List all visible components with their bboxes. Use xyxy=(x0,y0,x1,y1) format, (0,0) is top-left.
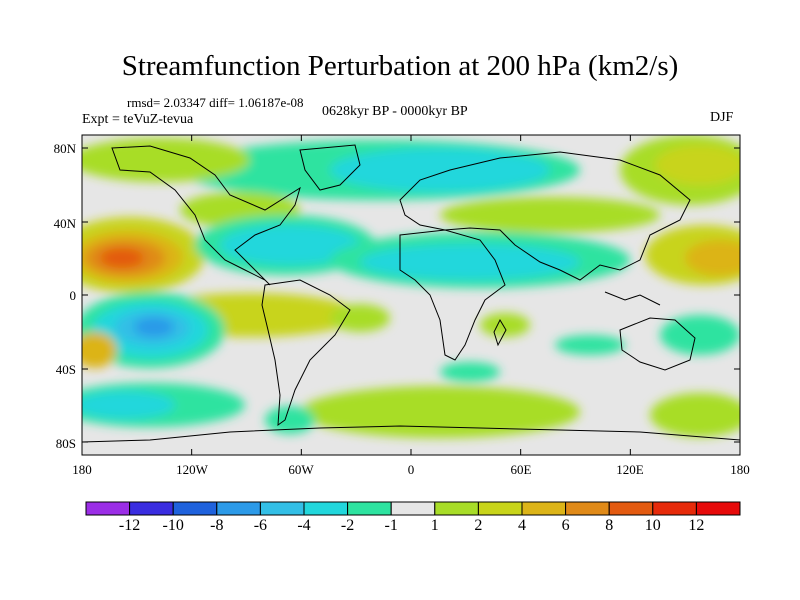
lon-label-0: 0 xyxy=(407,462,415,477)
colorbar-swatch xyxy=(695,501,741,516)
lon-label-60e: 60E xyxy=(510,462,532,477)
colorbar-label: -4 xyxy=(297,517,311,534)
axis-ticks xyxy=(81,135,741,455)
experiment-label: Expt = teVuZ-tevua xyxy=(82,112,194,127)
coastlines xyxy=(82,144,740,443)
colorbar-swatch xyxy=(565,501,610,516)
colorbar-swatch xyxy=(390,501,436,516)
colorbar-swatch xyxy=(652,501,697,516)
colorbar-label: 6 xyxy=(561,517,570,534)
colorbar-swatch xyxy=(477,501,523,516)
colorbar-swatch xyxy=(172,501,218,516)
colorbar xyxy=(85,501,741,516)
rmsd-diff-stats: rmsd= 2.03347 diff= 1.06187e-08 xyxy=(127,95,304,110)
lat-label-40n: 40N xyxy=(53,216,76,231)
lon-label-120e: 120E xyxy=(616,462,644,477)
colorbar-label: 4 xyxy=(518,517,526,534)
colorbar-swatch xyxy=(434,501,479,516)
colorbar-swatch xyxy=(259,501,305,516)
streamfunction-field xyxy=(82,135,740,455)
lat-label-40s: 40S xyxy=(55,362,76,377)
colorbar-label: 1 xyxy=(430,517,439,534)
colorbar-label: -6 xyxy=(253,517,268,534)
colorbar-label: -2 xyxy=(340,517,355,534)
lat-label-80n: 80N xyxy=(53,141,76,156)
colorbar-swatch xyxy=(129,501,174,516)
colorbar-label: -8 xyxy=(210,517,224,534)
colorbar-label: 8 xyxy=(605,517,614,534)
colorbar-label: 12 xyxy=(688,517,705,534)
colorbar-swatch xyxy=(347,501,392,516)
period-label: 0628kyr BP - 0000kyr BP xyxy=(322,104,468,119)
colorbar-swatch xyxy=(521,501,567,516)
season-label: DJF xyxy=(710,110,734,125)
colorbar-swatch xyxy=(608,501,654,516)
lon-label-60w: 60W xyxy=(288,462,314,477)
colorbar-label: 10 xyxy=(644,517,661,534)
colorbar-label: -1 xyxy=(384,517,398,534)
lat-label-0: 0 xyxy=(69,288,77,303)
colorbar-swatch xyxy=(216,501,261,516)
colorbar-swatch xyxy=(303,501,349,516)
lon-label-120w: 120W xyxy=(176,462,208,477)
map-title: Streamfunction Perturbation at 200 hPa (… xyxy=(121,50,679,82)
lon-label-180e: 180 xyxy=(730,462,750,477)
colorbar-swatch xyxy=(85,501,131,516)
colorbar-label: -12 xyxy=(118,517,141,534)
colorbar-label: 2 xyxy=(474,517,483,534)
lon-label-180w: 180 xyxy=(72,462,92,477)
lat-label-80s: 80S xyxy=(55,436,76,451)
colorbar-label: -10 xyxy=(162,517,184,534)
